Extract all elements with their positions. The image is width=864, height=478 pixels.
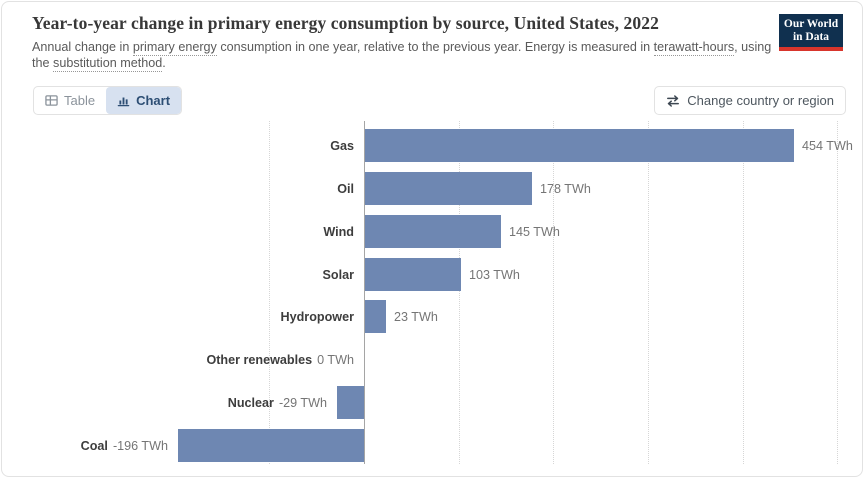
category-label: Gas xyxy=(330,138,354,153)
gridline xyxy=(743,121,744,464)
subtitle-text: , using the xyxy=(32,40,772,70)
chart-subtitle: Annual change in primary energy consumpt… xyxy=(32,40,780,72)
glossary-term[interactable]: primary energy xyxy=(132,40,217,56)
bar-coal[interactable] xyxy=(178,429,364,462)
gridline xyxy=(553,121,554,464)
change-country-label: Change country or region xyxy=(687,93,834,108)
logo-line1: Our World xyxy=(783,18,839,30)
category-label: Nuclear -29 TWh xyxy=(227,395,327,410)
swap-arrows-icon xyxy=(666,94,680,107)
category-label: Other renewables 0 TWh xyxy=(206,352,354,367)
subtitle-text: Annual change in xyxy=(32,40,133,54)
bar-chart-icon xyxy=(117,94,130,107)
gridline xyxy=(459,121,460,464)
bar-nuclear[interactable] xyxy=(337,386,364,419)
value-label: 178 TWh xyxy=(540,181,591,196)
glossary-term[interactable]: substitution method xyxy=(53,55,163,72)
category-label: Wind xyxy=(323,224,354,239)
change-country-button[interactable]: Change country or region xyxy=(654,86,846,115)
category-label: Solar xyxy=(322,267,355,282)
tab-chart-label: Chart xyxy=(136,93,171,108)
value-label: 103 TWh xyxy=(469,267,520,282)
subtitle-text: . xyxy=(162,55,166,70)
gridline xyxy=(837,121,838,464)
value-label: 23 TWh xyxy=(394,309,438,324)
value-label: 454 TWh xyxy=(802,138,853,153)
bar-gas[interactable] xyxy=(364,129,794,162)
owid-logo[interactable]: Our World in Data xyxy=(779,14,843,51)
zero-axis-line xyxy=(364,121,365,464)
glossary-term[interactable]: terawatt-hours xyxy=(653,40,735,56)
category-label: Coal -196 TWh xyxy=(80,438,168,453)
page-title: Year-to-year change in primary energy co… xyxy=(32,13,659,33)
bar-oil[interactable] xyxy=(364,172,532,205)
tab-table[interactable]: Table xyxy=(34,87,106,114)
gridline xyxy=(269,121,270,464)
bar-hydropower[interactable] xyxy=(364,300,386,333)
category-label: Oil xyxy=(337,181,354,196)
subtitle-text: consumption in one year, relative to the… xyxy=(216,40,654,54)
tab-table-label: Table xyxy=(64,93,96,108)
value-label: 145 TWh xyxy=(509,224,560,239)
bar-solar[interactable] xyxy=(364,258,461,291)
table-icon xyxy=(45,94,58,107)
bar-wind[interactable] xyxy=(364,215,501,248)
tab-chart[interactable]: Chart xyxy=(106,87,182,114)
gridline xyxy=(648,121,649,464)
logo-line2: in Data xyxy=(792,31,830,43)
view-toggle: Table Chart xyxy=(33,86,183,115)
category-label: Hydropower xyxy=(280,309,354,324)
